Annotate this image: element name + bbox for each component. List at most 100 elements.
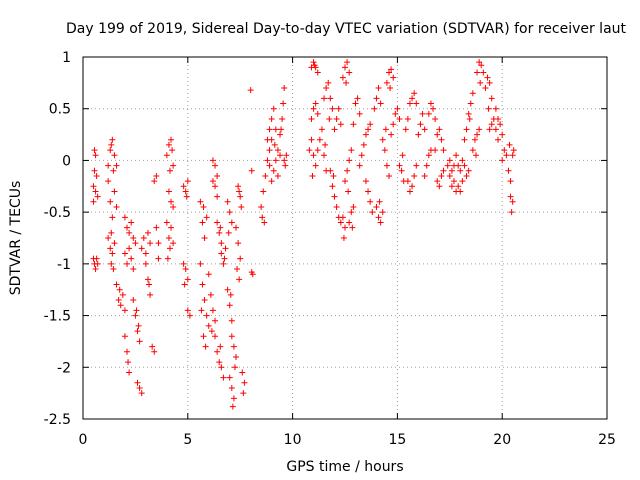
- data-point: [510, 147, 517, 154]
- grid-lines: [83, 57, 607, 419]
- data-point: [387, 85, 394, 92]
- data-point: [277, 152, 284, 159]
- data-point: [499, 131, 506, 138]
- axis-tick-labels: 0 5 10 15 20 25 -2.5 -2 -1.5 -1 -0.5 0 0.5 1: [44, 50, 616, 448]
- data-point: [375, 214, 382, 221]
- data-points: [90, 59, 517, 410]
- data-point: [356, 110, 363, 117]
- data-point: [138, 245, 145, 252]
- data-point: [312, 100, 319, 107]
- data-point: [109, 250, 116, 257]
- data-point: [108, 141, 115, 148]
- data-point: [367, 198, 374, 205]
- data-point: [321, 152, 328, 159]
- data-point: [339, 214, 346, 221]
- data-point: [486, 79, 493, 86]
- data-point: [113, 281, 120, 288]
- data-point: [506, 141, 513, 148]
- data-point: [207, 291, 214, 298]
- data-point: [231, 364, 238, 371]
- data-point: [205, 322, 212, 329]
- data-point: [222, 245, 229, 252]
- data-point: [488, 95, 495, 102]
- y-tick-label: -1: [57, 257, 71, 273]
- data-point: [170, 162, 177, 169]
- data-point: [348, 209, 355, 216]
- data-point: [233, 224, 240, 231]
- data-point: [248, 269, 255, 276]
- data-point: [404, 178, 411, 185]
- data-point: [310, 105, 317, 112]
- data-point: [457, 167, 464, 174]
- data-point: [450, 178, 457, 185]
- data-point: [346, 157, 353, 164]
- data-point: [208, 328, 215, 335]
- data-point: [130, 266, 137, 273]
- data-point: [90, 198, 97, 205]
- data-point: [136, 384, 143, 391]
- data-point: [413, 100, 420, 107]
- data-point: [216, 229, 223, 236]
- x-tick-label: 0: [79, 432, 88, 448]
- data-point: [214, 193, 221, 200]
- data-point: [168, 198, 175, 205]
- data-point: [469, 147, 476, 154]
- data-point: [115, 297, 122, 304]
- data-point: [201, 235, 208, 241]
- data-point: [228, 333, 235, 340]
- data-point: [239, 369, 246, 376]
- data-point: [225, 229, 232, 236]
- data-point: [383, 79, 390, 86]
- data-point: [330, 172, 337, 179]
- x-tick-label: 20: [493, 432, 511, 448]
- data-point: [375, 85, 382, 92]
- data-point: [169, 147, 176, 154]
- data-point: [109, 136, 116, 143]
- data-point: [153, 172, 160, 179]
- data-point: [272, 126, 279, 133]
- data-point: [365, 188, 372, 195]
- data-point: [436, 183, 443, 190]
- data-point: [240, 390, 247, 397]
- data-point: [212, 333, 219, 340]
- data-point: [247, 87, 254, 94]
- data-point: [166, 167, 173, 174]
- data-point: [323, 85, 330, 92]
- data-point: [198, 307, 205, 314]
- data-point: [109, 214, 116, 221]
- data-point: [184, 307, 191, 314]
- data-point: [406, 188, 413, 195]
- data-point: [310, 152, 317, 159]
- data-point: [201, 297, 208, 304]
- data-point: [388, 66, 395, 73]
- data-point: [444, 162, 451, 169]
- data-point: [345, 188, 352, 195]
- data-point: [394, 105, 401, 112]
- data-point: [337, 219, 344, 226]
- data-point: [217, 343, 224, 350]
- data-point: [471, 136, 478, 143]
- data-point: [235, 240, 242, 247]
- data-point: [281, 157, 288, 164]
- data-point: [138, 390, 145, 397]
- data-point: [170, 240, 177, 247]
- data-point: [417, 121, 424, 128]
- data-point: [134, 328, 141, 335]
- data-point: [342, 64, 348, 71]
- data-point: [233, 353, 240, 360]
- y-axis-label: SDTVAR / TECUs: [8, 181, 24, 296]
- data-point: [124, 224, 131, 231]
- data-point: [321, 95, 328, 102]
- data-point: [214, 219, 221, 226]
- data-point: [200, 333, 207, 340]
- x-tick-label: 10: [284, 432, 302, 448]
- data-point: [448, 167, 455, 174]
- data-point: [228, 317, 235, 324]
- data-point: [93, 255, 100, 262]
- data-point: [126, 229, 133, 236]
- data-point: [411, 172, 418, 179]
- data-point: [274, 172, 281, 179]
- data-point: [386, 172, 393, 179]
- data-point: [398, 167, 405, 174]
- data-point: [151, 178, 158, 185]
